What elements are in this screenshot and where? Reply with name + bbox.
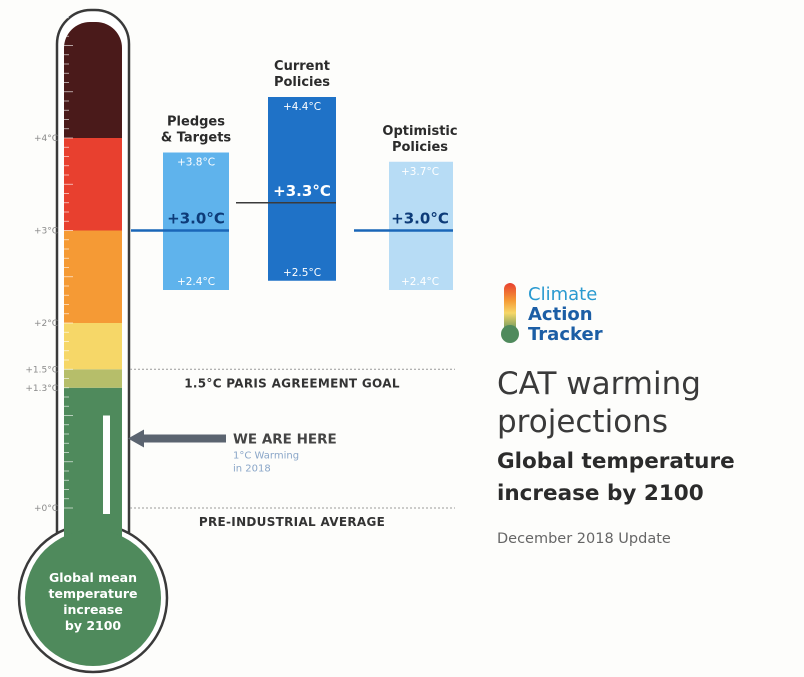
temperature-band-3 — [64, 230, 122, 323]
median-label-pledges: +3.0°C — [167, 210, 225, 228]
logo-line-3: Tracker — [528, 324, 603, 345]
thermometer-minor-ticks — [64, 17, 73, 509]
thermometer-bulb — [25, 530, 161, 666]
we-are-here-callout: WE ARE HERE 1°C Warming in 2018 — [128, 429, 337, 475]
logo-line-2: Action — [528, 304, 593, 325]
high-label-current: +4.4°C — [283, 101, 321, 113]
bar-optimistic-policies — [389, 161, 453, 290]
title-line-2: projections — [497, 404, 668, 440]
low-label-optimistic: +2.4°C — [401, 276, 439, 288]
pre-industrial-label: PRE-INDUSTRIAL AVERAGE — [199, 515, 385, 529]
y-tick-label: +2°C — [34, 319, 58, 329]
temperature-band-2 — [64, 323, 122, 370]
logo-line-1: Climate — [528, 284, 597, 305]
thermometer: Global mean temperature increase by 2100 — [17, 8, 169, 674]
scenario-current: Current Policies +4.4°C +3.3°C +2.5°C — [236, 59, 336, 281]
category-label-pledges-2: & Targets — [161, 131, 232, 146]
high-label-optimistic: +3.7°C — [401, 166, 439, 178]
category-label-optimistic-2: Policies — [392, 140, 448, 155]
y-tick-label: +0°C — [34, 504, 58, 514]
update-date: December 2018 Update — [497, 531, 671, 547]
temperature-bands — [64, 22, 122, 560]
low-label-pledges: +2.4°C — [177, 276, 215, 288]
y-tick-label: +1.3°C — [25, 384, 58, 394]
bulb-label-line-3: increase — [63, 602, 123, 617]
subtitle-line-2: increase by 2100 — [497, 481, 704, 506]
subtitle-line-1: Global temperature — [497, 449, 735, 474]
y-tick-label: +3°C — [34, 227, 58, 237]
bar-pledges-targets — [163, 152, 229, 290]
median-label-current: +3.3°C — [273, 182, 331, 200]
bulb-label-line-4: by 2100 — [65, 618, 122, 633]
temperature-band-4 — [64, 138, 122, 231]
category-label-pledges-1: Pledges — [167, 115, 225, 130]
bulb-label-line-2: temperature — [48, 586, 137, 601]
category-label-current-1: Current — [274, 59, 330, 74]
bulb-label-line-1: Global mean — [49, 570, 137, 585]
current-warming-indicator — [103, 415, 110, 514]
logo-thermometer-icon — [504, 283, 516, 333]
low-label-current: +2.5°C — [283, 267, 321, 279]
temperature-band-1 — [64, 369, 122, 388]
we-are-here-sub-2: in 2018 — [233, 464, 271, 475]
category-label-optimistic-1: Optimistic — [382, 124, 457, 139]
bar-current-policies — [268, 97, 336, 281]
high-label-pledges: +3.8°C — [177, 157, 215, 169]
we-are-here-label: WE ARE HERE — [233, 432, 337, 448]
paris-goal-label: 1.5°C PARIS AGREEMENT GOAL — [184, 376, 400, 390]
title-line-1: CAT warming — [497, 366, 701, 402]
y-tick-label: +1.5°C — [25, 365, 58, 375]
y-axis-ticks: +4°C +3°C +2°C +1.5°C +1.3°C +0°C — [25, 134, 58, 514]
category-label-current-2: Policies — [274, 75, 330, 90]
y-tick-label: +4°C — [34, 134, 58, 144]
temperature-band-top-fill — [64, 108, 122, 138]
climate-action-tracker-logo: Climate Action Tracker — [501, 283, 603, 345]
we-are-here-sub-1: 1°C Warming — [233, 451, 299, 462]
logo-bulb-icon — [501, 325, 519, 343]
we-are-here-arrow-icon — [128, 429, 226, 448]
scenario-pledges: Pledges & Targets +3.8°C +3.0°C +2.4°C — [131, 115, 232, 290]
scenario-optimistic: Optimistic Policies +3.7°C +3.0°C +2.4°C — [354, 124, 458, 290]
median-label-optimistic: +3.0°C — [391, 210, 449, 228]
